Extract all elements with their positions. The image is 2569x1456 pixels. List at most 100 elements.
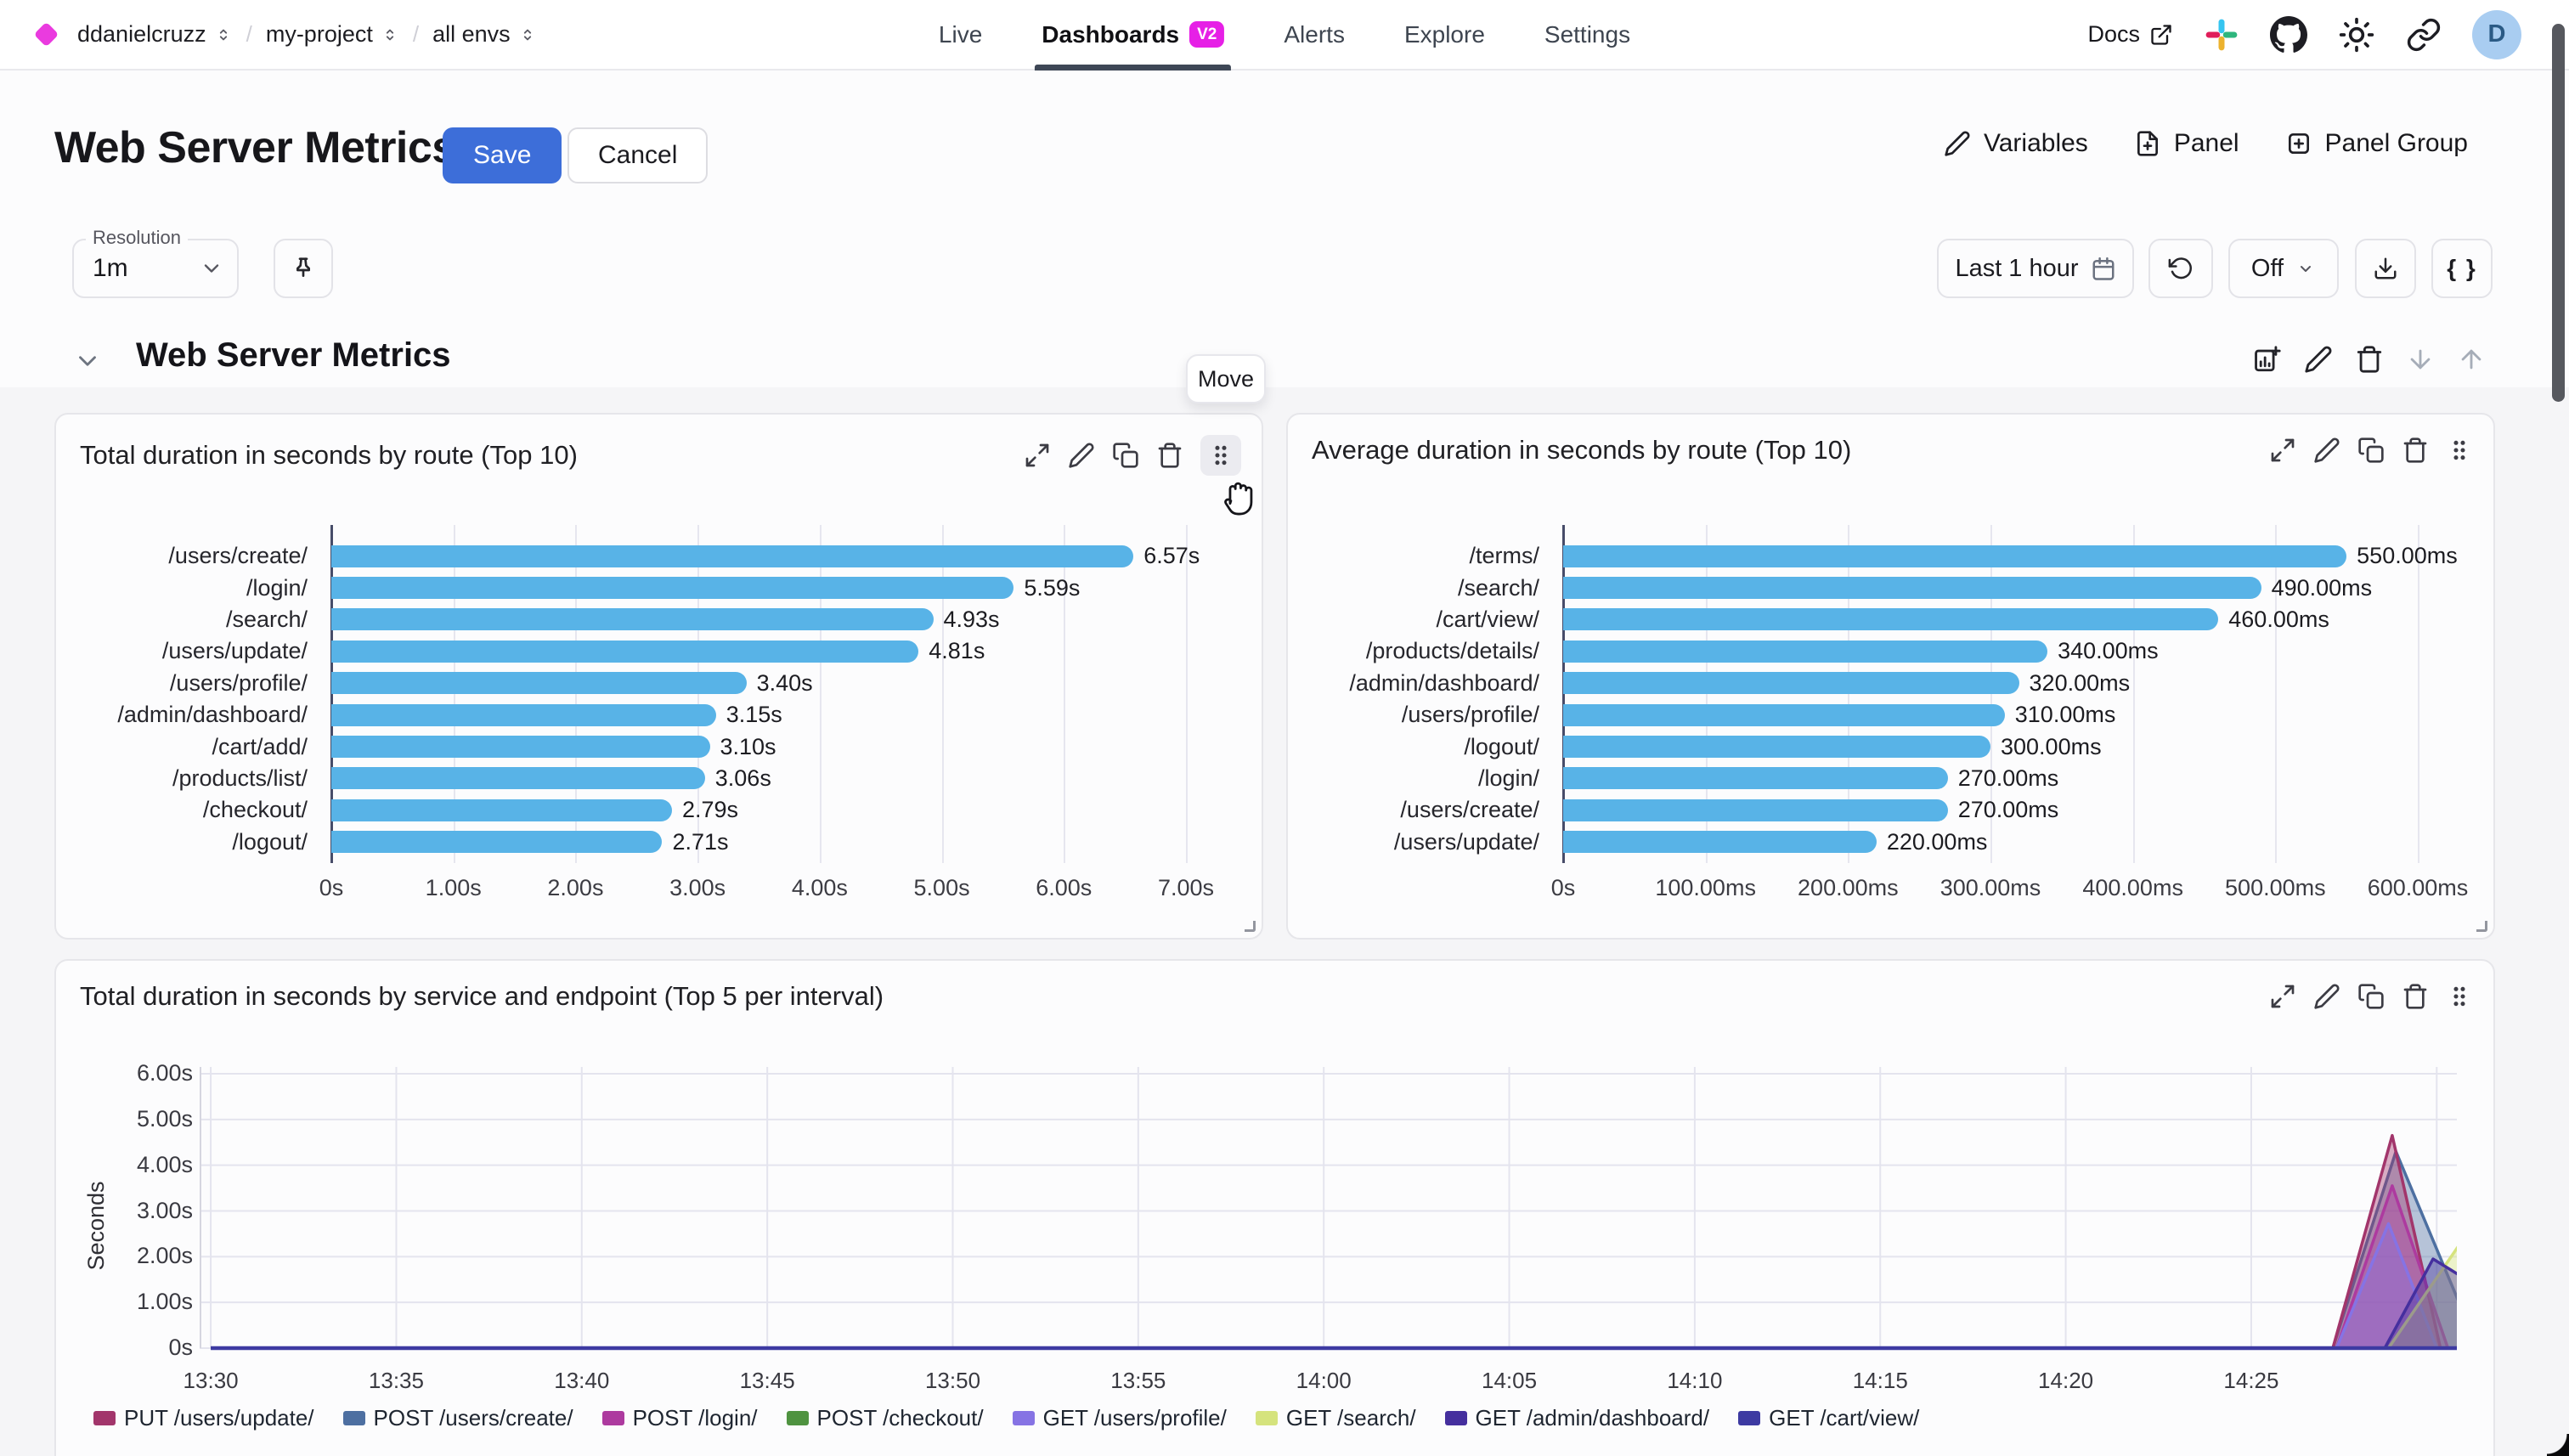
chart-legend: PUT /users/update/POST /users/create/POS… <box>93 1405 1919 1431</box>
trash-icon[interactable] <box>1156 442 1183 469</box>
variables-button[interactable]: Variables <box>1944 129 2088 158</box>
edit-icon[interactable] <box>2313 983 2340 1010</box>
tab-settings[interactable]: Settings <box>1541 0 1634 69</box>
expand-icon[interactable] <box>1024 442 1051 469</box>
tab-dashboards[interactable]: DashboardsV2 <box>1038 0 1228 69</box>
bar-value-label: 2.71s <box>672 829 728 855</box>
sun-glyph-icon <box>2338 16 2375 54</box>
edit-icon[interactable] <box>1068 442 1095 469</box>
trash-icon[interactable] <box>2402 983 2429 1010</box>
area-series-line <box>211 1245 2457 1348</box>
bar <box>1563 799 1948 821</box>
tab-explore[interactable]: Explore <box>1401 0 1488 69</box>
trash-icon[interactable] <box>2402 437 2429 464</box>
bar-value-label: 490.00ms <box>2272 575 2373 601</box>
bar-row: /checkout/2.79s <box>56 794 1239 826</box>
download-icon <box>2373 256 2398 281</box>
legend-item[interactable]: GET /cart/view/ <box>1738 1405 1919 1431</box>
legend-item[interactable]: POST /login/ <box>602 1405 758 1431</box>
move-section-down-icon[interactable] <box>2406 345 2435 374</box>
bar-track: 270.00ms <box>1563 763 2058 794</box>
copy-icon[interactable] <box>2357 437 2385 464</box>
breadcrumb-item-my-project[interactable]: my-project <box>266 21 399 48</box>
legend-item[interactable]: GET /admin/dashboard/ <box>1445 1405 1710 1431</box>
legend-item[interactable]: GET /users/profile/ <box>1013 1405 1227 1431</box>
resolution-select[interactable]: Resolution 1m <box>72 239 239 298</box>
user-avatar[interactable]: D <box>2472 10 2521 59</box>
github-icon[interactable] <box>2270 16 2307 54</box>
bar-track: 3.15s <box>331 699 782 731</box>
edit-icon[interactable] <box>2313 437 2340 464</box>
area-series-fill <box>211 1245 2457 1348</box>
legend-item[interactable]: GET /search/ <box>1256 1405 1416 1431</box>
x-tick-label: 14:15 <box>1853 1368 1908 1394</box>
grip-icon[interactable] <box>2446 983 2473 1010</box>
pin-button[interactable] <box>274 239 333 298</box>
bar-track: 320.00ms <box>1563 668 2130 699</box>
auto-refresh-select[interactable]: Off <box>2228 239 2339 298</box>
grip-icon[interactable] <box>2446 437 2473 464</box>
delete-section-icon[interactable] <box>2355 345 2384 374</box>
copy-icon[interactable] <box>1112 442 1139 469</box>
section-title: Web Server Metrics <box>136 336 451 375</box>
add-panel-button[interactable]: Panel <box>2134 129 2239 158</box>
tab-alerts[interactable]: Alerts <box>1280 0 1348 69</box>
save-button[interactable]: Save <box>443 127 562 183</box>
refresh-button[interactable] <box>2148 239 2213 298</box>
tab-live[interactable]: Live <box>935 0 985 69</box>
bar <box>331 704 716 726</box>
bar-category-label: /login/ <box>56 575 319 601</box>
share-link-icon[interactable] <box>2406 17 2442 53</box>
bar-value-label: 4.93s <box>944 607 1000 633</box>
bar-value-label: 5.59s <box>1024 575 1080 601</box>
legend-item[interactable]: PUT /users/update/ <box>93 1405 314 1431</box>
json-view-button[interactable]: { } <box>2431 239 2493 298</box>
bar <box>1563 672 2019 694</box>
theme-toggle-sun-icon[interactable] <box>2338 16 2375 54</box>
bar-value-label: 300.00ms <box>2001 734 2102 760</box>
expand-icon[interactable] <box>2269 983 2296 1010</box>
copy-icon[interactable] <box>2357 983 2385 1010</box>
select-updown-icon <box>381 25 399 44</box>
scrollbar-thumb[interactable] <box>2552 24 2565 402</box>
cancel-button[interactable]: Cancel <box>567 127 708 183</box>
x-tick-label: 13:45 <box>740 1368 795 1394</box>
slack-icon[interactable] <box>2204 17 2239 53</box>
bar-rows: /terms/550.00ms/search/490.00ms/cart/vie… <box>1288 533 2471 858</box>
bar-row: /admin/dashboard/320.00ms <box>1288 668 2471 699</box>
variables-label: Variables <box>1984 129 2088 158</box>
legend-item[interactable]: POST /users/create/ <box>343 1405 573 1431</box>
breadcrumb-item-all-envs[interactable]: all envs <box>432 21 537 48</box>
legend-swatch <box>602 1411 624 1425</box>
grip-icon[interactable] <box>1200 435 1241 476</box>
edit-section-icon[interactable] <box>2304 345 2333 374</box>
add-panel-group-button[interactable]: Panel Group <box>2285 129 2468 158</box>
docs-link[interactable]: Docs <box>2087 21 2173 48</box>
resolution-label: Resolution <box>86 227 188 249</box>
download-button[interactable] <box>2355 239 2416 298</box>
bar-track: 3.40s <box>331 668 813 699</box>
bar <box>331 672 747 694</box>
section-collapse-chevron-icon[interactable] <box>73 347 102 375</box>
active-tab-underline <box>1035 65 1231 71</box>
panel-actions <box>2269 983 2473 1010</box>
breadcrumb-label: ddanielcruzz <box>77 21 206 48</box>
y-tick-label: 6.00s <box>56 1060 193 1086</box>
breadcrumb-item-ddanielcruzz[interactable]: ddanielcruzz <box>77 21 233 48</box>
move-section-up-icon[interactable] <box>2457 345 2486 374</box>
bar-row: /products/details/340.00ms <box>1288 635 2471 667</box>
x-tick-label: 200.00ms <box>1798 875 1899 901</box>
expand-icon[interactable] <box>2269 437 2296 464</box>
x-tick-label: 13:40 <box>554 1368 609 1394</box>
panel-resize-handle[interactable] <box>2476 921 2487 932</box>
x-tick-label: 13:55 <box>1110 1368 1166 1394</box>
resolution-value: 1m <box>93 254 128 283</box>
add-chart-icon[interactable] <box>2253 345 2282 374</box>
legend-item[interactable]: POST /checkout/ <box>787 1405 984 1431</box>
bar-value-label: 550.00ms <box>2357 543 2458 569</box>
panel-resize-handle[interactable] <box>1245 921 1256 932</box>
bar <box>1563 736 1990 758</box>
timeseries-plot <box>200 1067 2457 1356</box>
time-range-button[interactable]: Last 1 hour <box>1937 239 2134 298</box>
area-series-line <box>211 1152 2457 1348</box>
